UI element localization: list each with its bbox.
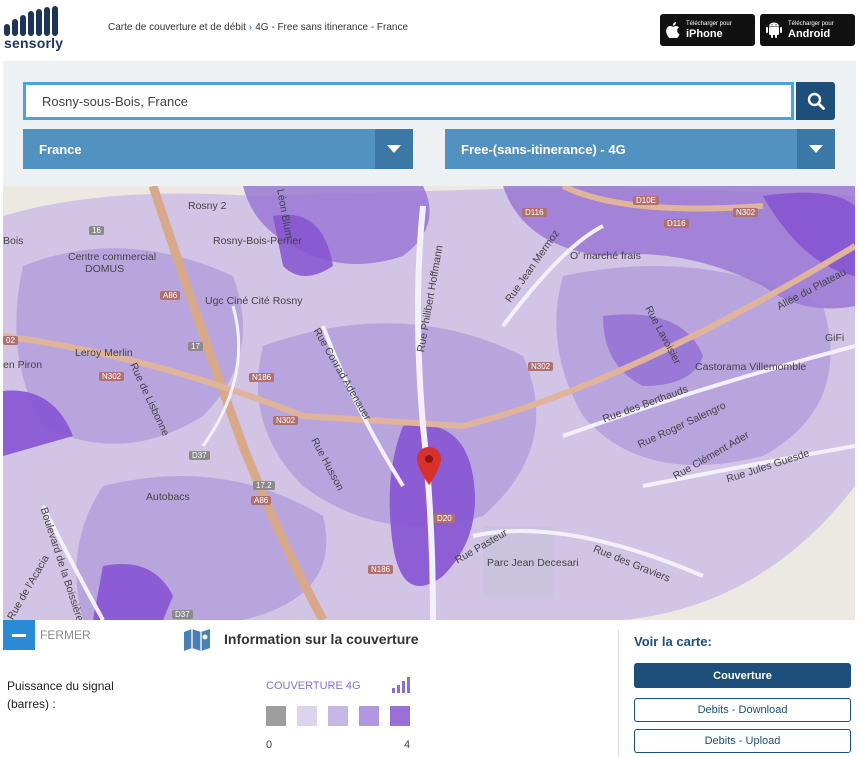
breadcrumb: Carte de couverture et de débit › 4G - Fre… xyxy=(108,22,408,33)
legend-title: COUVERTURE 4G xyxy=(266,680,361,692)
road-badge: A86 xyxy=(160,291,181,300)
map-label: Parc Jean Decesari xyxy=(487,557,579,569)
search-button[interactable] xyxy=(796,82,835,120)
road-badge: D116 xyxy=(664,219,689,228)
map-label: Bois xyxy=(3,235,24,247)
map-canvas xyxy=(3,186,855,620)
android-icon xyxy=(766,22,782,38)
road-badge: N186 xyxy=(368,565,394,574)
store-small-text: Télécharger pour xyxy=(686,20,732,27)
breadcrumb-item-coverage-map[interactable]: Carte de couverture et de débit xyxy=(108,22,246,33)
road-badge: N302 xyxy=(528,362,554,371)
road-badge: N302 xyxy=(273,416,299,425)
coverage-view-button[interactable]: Couverture xyxy=(634,663,851,688)
road-badge: N302 xyxy=(99,372,125,381)
close-panel-button[interactable] xyxy=(3,620,35,650)
country-select[interactable]: France xyxy=(23,129,413,169)
operator-select-value: Free-(sans-itinerance) - 4G xyxy=(461,141,626,157)
map-label: en Piron xyxy=(3,359,43,371)
country-select-value: France xyxy=(39,141,82,157)
search-icon xyxy=(807,92,825,110)
road-badge: A86 xyxy=(251,496,272,505)
road-badge: D37 xyxy=(189,451,210,460)
signal-bars-icon xyxy=(392,677,410,693)
close-panel-label[interactable]: FERMER xyxy=(40,628,91,642)
map-label: Rosny 2 xyxy=(188,200,227,212)
road-badge: N186 xyxy=(249,373,275,382)
legend-max-label: 4 xyxy=(404,739,411,751)
coverage-info-title: Information sur la couverture xyxy=(224,631,419,647)
location-pin-icon[interactable] xyxy=(417,447,441,485)
map-label: GiFi xyxy=(825,332,845,344)
divider xyxy=(618,630,619,757)
map-label: Castorama Villemomble xyxy=(695,361,807,373)
view-map-title: Voir la carte: xyxy=(634,634,712,649)
map-label: Autobacs xyxy=(146,491,190,503)
upload-speed-view-button[interactable]: Debits - Upload xyxy=(634,729,851,753)
sensorly-logo[interactable]: sensorly xyxy=(4,6,64,54)
store-name: Android xyxy=(788,27,831,40)
breadcrumb-item-current: 4G - Free sans itinerance - France xyxy=(255,22,409,33)
apple-icon xyxy=(666,22,680,38)
map-label: Leroy Merlin xyxy=(75,347,133,359)
coverage-map[interactable]: Rosny 2 Rosny-Bois-Perrier Centre commer… xyxy=(3,186,855,620)
road-badge: 17 xyxy=(188,342,203,351)
road-badge: D20 xyxy=(434,514,455,523)
legend-swatch-4 xyxy=(390,706,410,726)
android-download-button[interactable]: Télécharger pour Android xyxy=(760,14,855,46)
legend-swatch-2 xyxy=(328,706,348,726)
chevron-down-icon[interactable] xyxy=(375,129,413,169)
legend-swatch-3 xyxy=(359,706,379,726)
breadcrumb-separator: › xyxy=(248,22,253,33)
minus-icon xyxy=(12,633,26,637)
legend-swatch-0 xyxy=(266,706,286,726)
operator-select[interactable]: Free-(sans-itinerance) - 4G xyxy=(445,129,835,169)
road-badge: N302 xyxy=(733,208,759,217)
chevron-down-icon[interactable] xyxy=(797,129,835,169)
store-name: iPhone xyxy=(686,27,723,40)
map-label: DOMUS xyxy=(85,263,125,275)
header: sensorly Carte de couverture et de débit… xyxy=(0,0,859,60)
search-input[interactable] xyxy=(23,82,794,120)
road-badge: D116 xyxy=(522,208,547,217)
road-badge: 17.2 xyxy=(253,481,275,490)
road-badge: 02 xyxy=(3,336,18,345)
logo-bars-icon xyxy=(4,6,58,36)
map-label: Ugc Ciné Cité Rosny xyxy=(205,295,303,307)
signal-strength-label: Puissance du signal (barres) : xyxy=(7,679,114,711)
legend-swatch-1 xyxy=(297,706,317,726)
map-label: Centre commercial xyxy=(68,251,157,263)
legend-min-label: 0 xyxy=(266,739,273,751)
road-badge: 16 xyxy=(89,226,104,235)
iphone-download-button[interactable]: Télécharger pour iPhone xyxy=(660,14,755,46)
map-label: Rosny-Bois-Perrier xyxy=(213,235,302,247)
download-speed-view-button[interactable]: Debits - Download xyxy=(634,698,851,722)
map-label: O' marché frais xyxy=(570,250,641,262)
store-small-text: Télécharger pour xyxy=(788,20,834,27)
map-info-icon xyxy=(184,629,210,651)
logo-text: sensorly xyxy=(4,35,64,51)
road-badge: D37 xyxy=(172,610,193,619)
road-badge: D10E xyxy=(633,196,660,205)
